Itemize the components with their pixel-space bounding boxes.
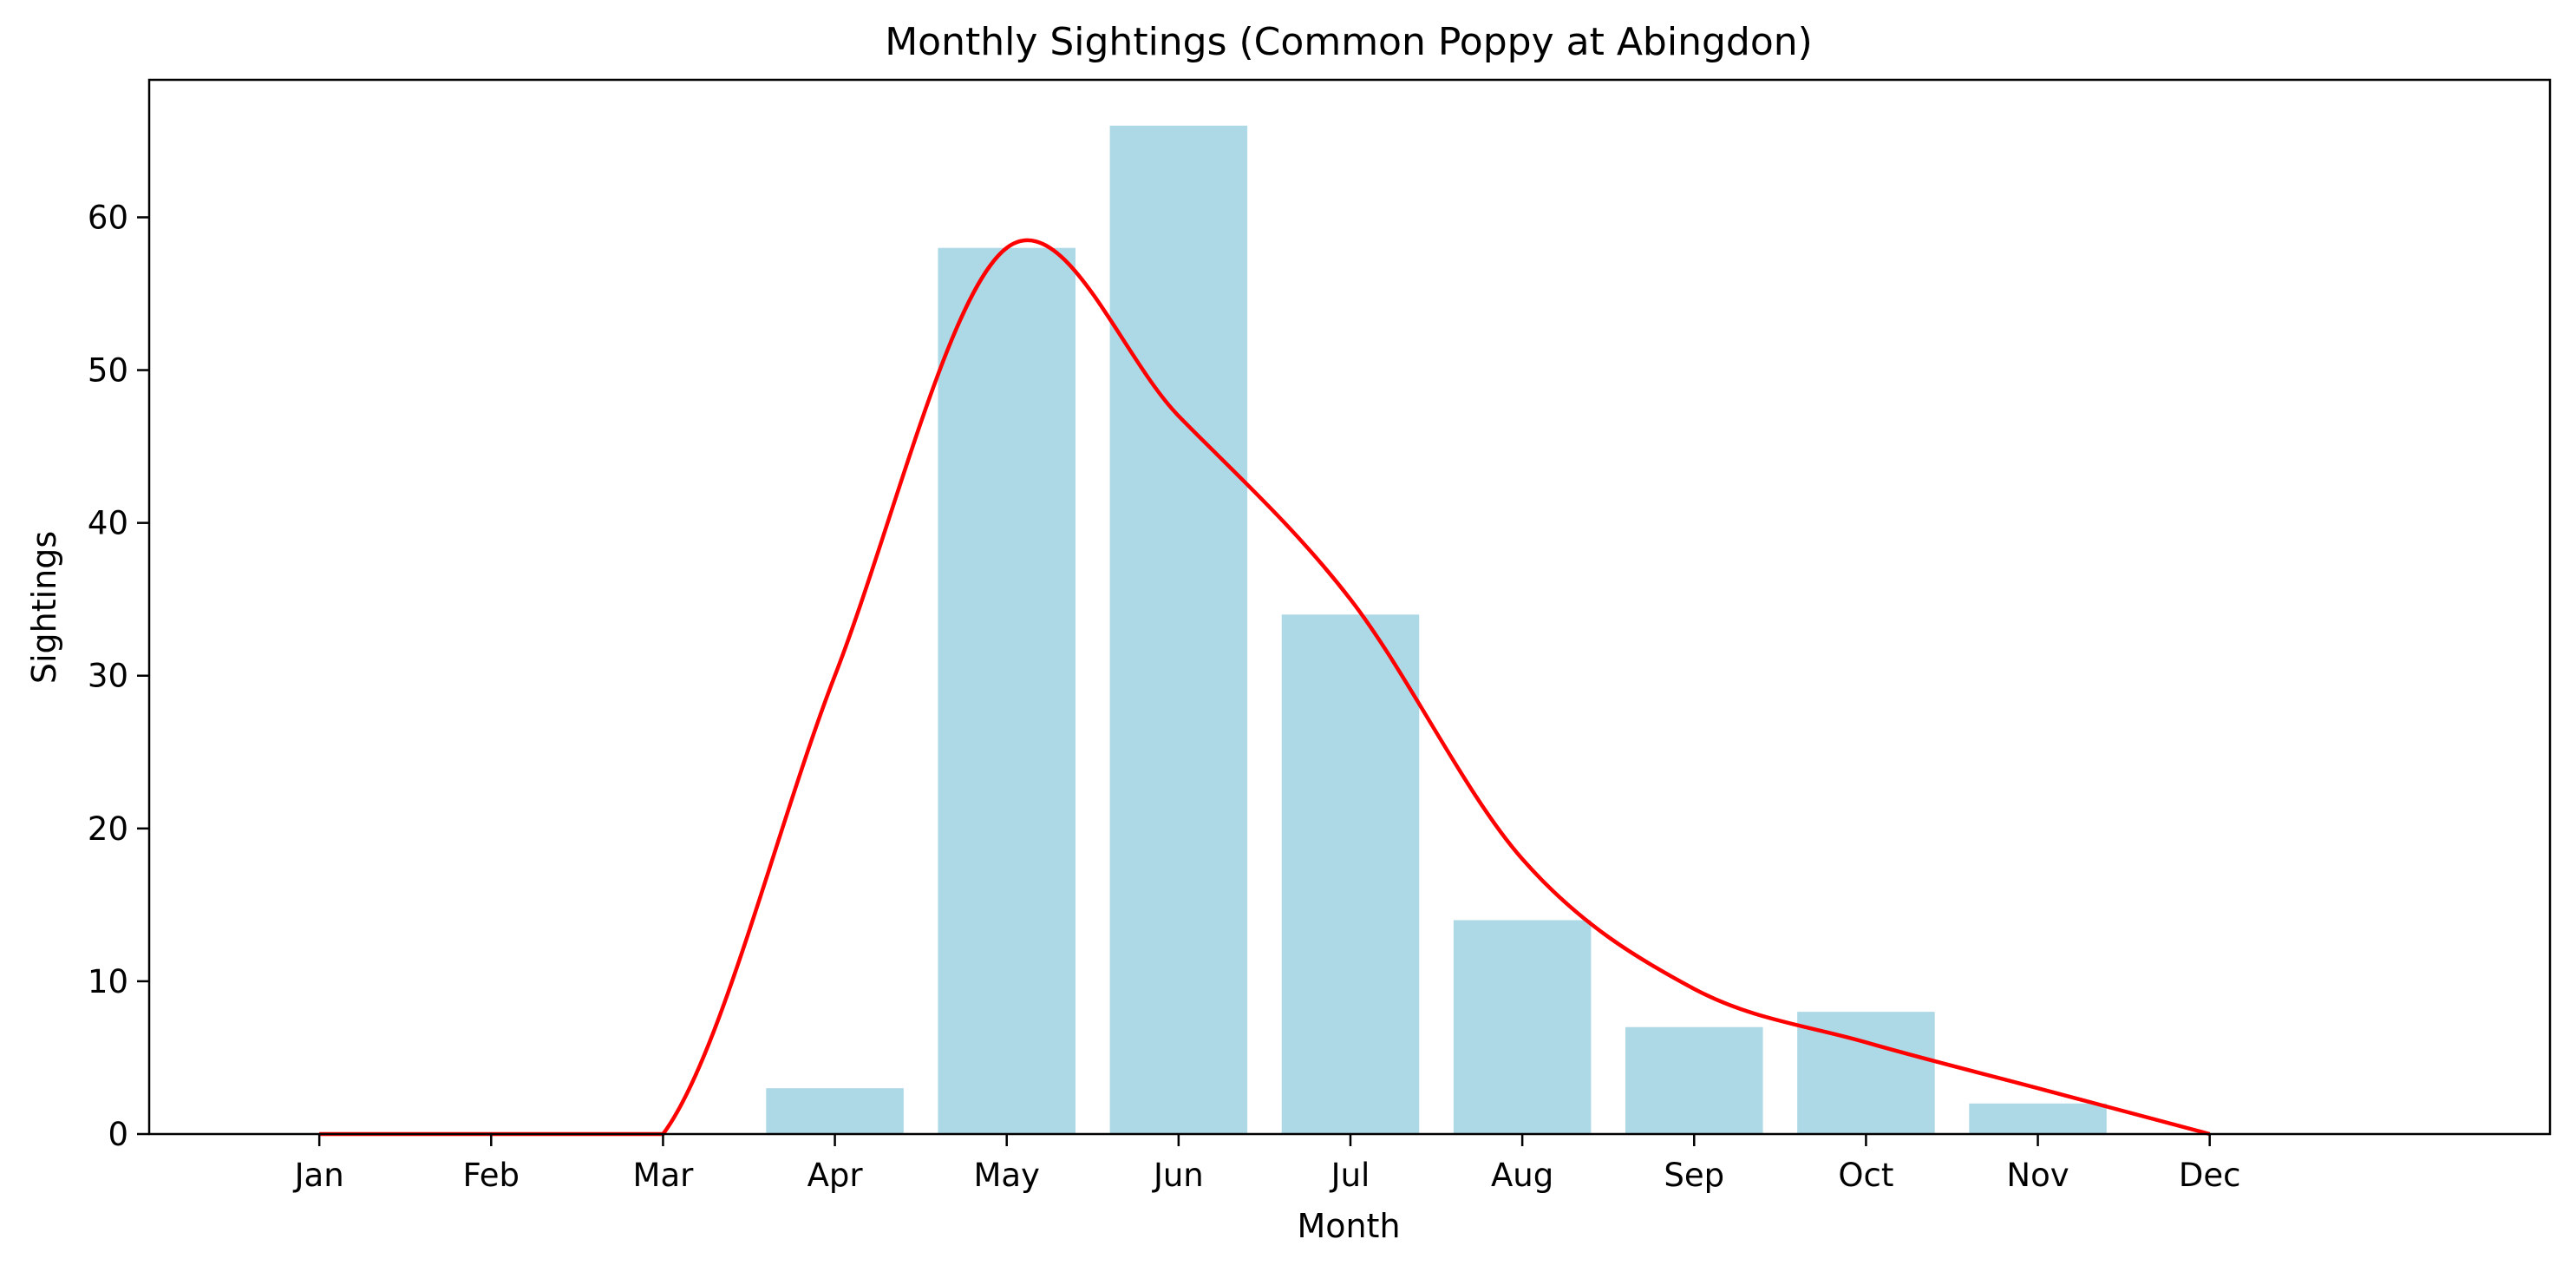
- x-tick-label-aug: Aug: [1491, 1157, 1553, 1194]
- x-axis: Jan Feb Mar Apr May Jun Jul Aug Sep Oct Nov Dec: [293, 1134, 2241, 1194]
- x-tick-label-sep: Sep: [1664, 1157, 1724, 1194]
- y-tick-label-20: 20: [88, 810, 128, 848]
- bar-sep: [1625, 1026, 1763, 1134]
- x-tick-label-oct: Oct: [1838, 1157, 1893, 1194]
- y-axis: 0 10 20 30 40 50 60: [88, 199, 149, 1153]
- y-tick-label-0: 0: [108, 1116, 128, 1153]
- y-axis-label: Sightings: [25, 531, 63, 684]
- x-axis-label: Month: [1297, 1207, 1400, 1245]
- y-tick-label-30: 30: [88, 658, 128, 695]
- x-tick-label-dec: Dec: [2179, 1157, 2241, 1194]
- y-tick-label-50: 50: [88, 352, 128, 390]
- trend-line: [319, 238, 2211, 1137]
- bar-jul: [1281, 614, 1420, 1134]
- bar-may: [938, 247, 1076, 1134]
- x-tick-label-jan: Jan: [293, 1157, 344, 1194]
- x-tick-label-may: May: [973, 1157, 1040, 1194]
- x-tick-label-jul: Jul: [1330, 1157, 1370, 1194]
- x-tick-label-feb: Feb: [463, 1157, 520, 1194]
- chart-title: Monthly Sightings (Common Poppy at Abing…: [885, 20, 1813, 64]
- x-tick-label-mar: Mar: [633, 1157, 695, 1194]
- y-tick-label-60: 60: [88, 199, 128, 236]
- y-tick-label-10: 10: [88, 963, 128, 1000]
- bar-apr: [766, 1088, 904, 1134]
- bar-nov: [1969, 1103, 2107, 1134]
- y-tick-label-40: 40: [88, 505, 128, 542]
- x-tick-label-apr: Apr: [807, 1157, 864, 1194]
- trend-line-group: [319, 238, 2211, 1137]
- x-tick-label-jun: Jun: [1152, 1157, 1204, 1194]
- bar-jun: [1109, 125, 1248, 1135]
- bar-aug: [1453, 920, 1592, 1134]
- x-tick-label-nov: Nov: [2006, 1157, 2069, 1194]
- bars-group: [766, 125, 2107, 1135]
